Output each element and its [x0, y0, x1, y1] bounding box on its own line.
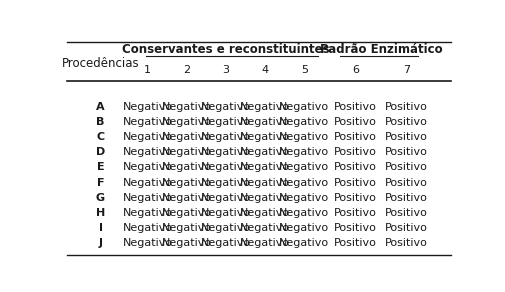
Text: Positivo: Positivo: [333, 208, 376, 218]
Text: Negativo: Negativo: [162, 117, 212, 127]
Text: Negativo: Negativo: [162, 223, 212, 233]
Text: Positivo: Positivo: [384, 178, 427, 187]
Text: Positivo: Positivo: [333, 193, 376, 203]
Text: Negativo: Negativo: [240, 147, 290, 157]
Text: Negativo: Negativo: [122, 147, 172, 157]
Text: Negativo: Negativo: [122, 132, 172, 142]
Text: Positivo: Positivo: [333, 238, 376, 248]
Text: Negativo: Negativo: [240, 132, 290, 142]
Text: Positivo: Positivo: [333, 223, 376, 233]
Text: Negativo: Negativo: [162, 102, 212, 112]
Text: Negativo: Negativo: [162, 193, 212, 203]
Text: Negativo: Negativo: [200, 132, 250, 142]
Text: Positivo: Positivo: [333, 162, 376, 172]
Text: Negativo: Negativo: [240, 223, 290, 233]
Text: Negativo: Negativo: [240, 162, 290, 172]
Text: Negativo: Negativo: [162, 238, 212, 248]
Text: Negativo: Negativo: [240, 193, 290, 203]
Text: Negativo: Negativo: [200, 102, 250, 112]
Text: Positivo: Positivo: [384, 162, 427, 172]
Text: Negativo: Negativo: [122, 117, 172, 127]
Text: Negativo: Negativo: [240, 178, 290, 187]
Text: A: A: [96, 102, 105, 112]
Text: Negativo: Negativo: [162, 147, 212, 157]
Text: Positivo: Positivo: [333, 117, 376, 127]
Text: Negativo: Negativo: [122, 102, 172, 112]
Text: Positivo: Positivo: [384, 193, 427, 203]
Text: Negativo: Negativo: [279, 102, 329, 112]
Text: Negativo: Negativo: [200, 223, 250, 233]
Text: Negativo: Negativo: [279, 147, 329, 157]
Text: Conservantes e reconstituintes: Conservantes e reconstituintes: [122, 43, 329, 56]
Text: Positivo: Positivo: [333, 132, 376, 142]
Text: Negativo: Negativo: [240, 117, 290, 127]
Text: Negativo: Negativo: [200, 162, 250, 172]
Text: Positivo: Positivo: [333, 178, 376, 187]
Text: Negativo: Negativo: [279, 132, 329, 142]
Text: Negativo: Negativo: [279, 117, 329, 127]
Text: Negativo: Negativo: [200, 208, 250, 218]
Text: Positivo: Positivo: [384, 238, 427, 248]
Text: Negativo: Negativo: [122, 193, 172, 203]
Text: 5: 5: [300, 65, 308, 75]
Text: Negativo: Negativo: [279, 162, 329, 172]
Text: Negativo: Negativo: [162, 132, 212, 142]
Text: J: J: [98, 238, 103, 248]
Text: Negativo: Negativo: [240, 208, 290, 218]
Text: 1: 1: [144, 65, 151, 75]
Text: Negativo: Negativo: [162, 178, 212, 187]
Text: Positivo: Positivo: [384, 102, 427, 112]
Text: Negativo: Negativo: [162, 208, 212, 218]
Text: Positivo: Positivo: [384, 223, 427, 233]
Text: Negativo: Negativo: [200, 178, 250, 187]
Text: C: C: [96, 132, 105, 142]
Text: D: D: [95, 147, 105, 157]
Text: Positivo: Positivo: [384, 117, 427, 127]
Text: Negativo: Negativo: [162, 162, 212, 172]
Text: Positivo: Positivo: [384, 208, 427, 218]
Text: Positivo: Positivo: [333, 147, 376, 157]
Text: Positivo: Positivo: [384, 132, 427, 142]
Text: Negativo: Negativo: [279, 193, 329, 203]
Text: G: G: [96, 193, 105, 203]
Text: Negativo: Negativo: [122, 238, 172, 248]
Text: Negativo: Negativo: [122, 208, 172, 218]
Text: Negativo: Negativo: [200, 193, 250, 203]
Text: B: B: [96, 117, 105, 127]
Text: Negativo: Negativo: [200, 147, 250, 157]
Text: Negativo: Negativo: [279, 223, 329, 233]
Text: 6: 6: [351, 65, 358, 75]
Text: 4: 4: [261, 65, 268, 75]
Text: Negativo: Negativo: [279, 238, 329, 248]
Text: Procedências: Procedências: [62, 57, 139, 70]
Text: Positivo: Positivo: [384, 147, 427, 157]
Text: Negativo: Negativo: [122, 162, 172, 172]
Text: Negativo: Negativo: [122, 223, 172, 233]
Text: 7: 7: [402, 65, 409, 75]
Text: F: F: [96, 178, 104, 187]
Text: 3: 3: [222, 65, 229, 75]
Text: Negativo: Negativo: [200, 117, 250, 127]
Text: Negativo: Negativo: [240, 238, 290, 248]
Text: H: H: [95, 208, 105, 218]
Text: 2: 2: [183, 65, 190, 75]
Text: Positivo: Positivo: [333, 102, 376, 112]
Text: E: E: [96, 162, 104, 172]
Text: I: I: [98, 223, 103, 233]
Text: Negativo: Negativo: [122, 178, 172, 187]
Text: Negativo: Negativo: [240, 102, 290, 112]
Text: Negativo: Negativo: [279, 208, 329, 218]
Text: Negativo: Negativo: [200, 238, 250, 248]
Text: Negativo: Negativo: [279, 178, 329, 187]
Text: Padrão Enzimático: Padrão Enzimático: [319, 43, 441, 56]
